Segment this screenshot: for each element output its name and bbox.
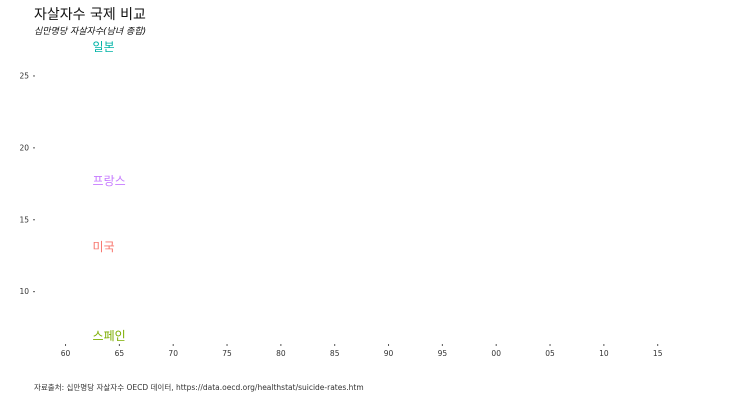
series-label: 스페인	[93, 329, 126, 343]
y-axis-tick-label: 20	[19, 143, 29, 152]
x-axis-tick-label: 15	[653, 349, 663, 358]
series-label: 미국	[93, 240, 115, 254]
chart-title: 자살자수 국제 비교	[34, 7, 146, 23]
x-axis-tick-label: 65	[115, 349, 125, 358]
x-axis-tick-label: 60	[61, 349, 71, 358]
x-axis-tick-label: 95	[438, 349, 448, 358]
source-caption: 자료출처: 십만명당 자살자수 OECD 데이터, https://data.o…	[34, 383, 364, 392]
x-axis-tick-label: 05	[545, 349, 555, 358]
x-axis-tick-label: 80	[276, 349, 286, 358]
y-axis-tick-label: 10	[19, 287, 29, 296]
x-axis-tick-label: 00	[491, 349, 501, 358]
y-axis-tick-label: 15	[19, 215, 29, 224]
series-label: 프랑스	[93, 174, 126, 188]
series-label: 일본	[93, 40, 115, 54]
x-axis-tick-label: 90	[384, 349, 394, 358]
x-axis-tick-label: 10	[599, 349, 609, 358]
x-axis-tick-label: 70	[168, 349, 178, 358]
chart-subtitle: 십만명당 자살자수(남녀 종합)	[34, 27, 147, 37]
x-axis-tick-label: 75	[222, 349, 232, 358]
x-axis-tick-label: 85	[330, 349, 340, 358]
y-axis-tick-label: 25	[19, 71, 29, 80]
